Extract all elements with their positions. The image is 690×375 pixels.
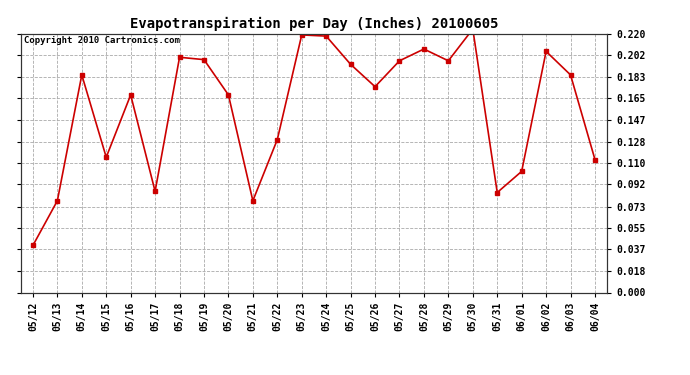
Title: Evapotranspiration per Day (Inches) 20100605: Evapotranspiration per Day (Inches) 2010… [130,17,498,31]
Text: Copyright 2010 Cartronics.com: Copyright 2010 Cartronics.com [23,36,179,45]
